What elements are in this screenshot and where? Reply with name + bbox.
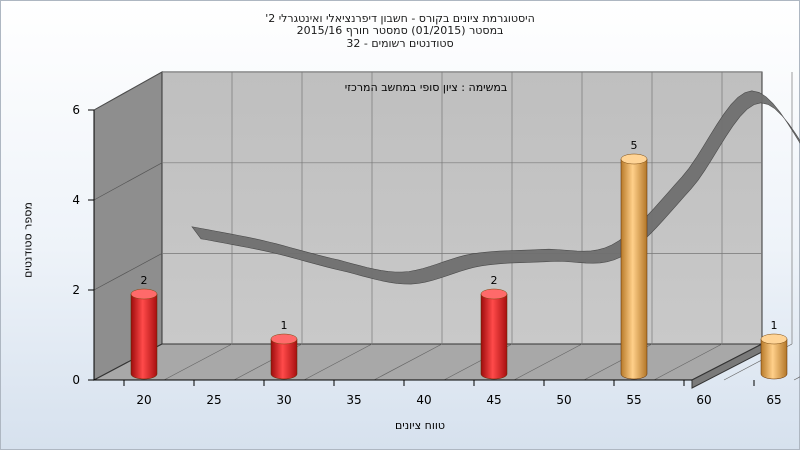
gridline-floor: [653, 343, 723, 381]
gridline-floor: [373, 343, 443, 381]
axes-group: 024620253035404550556065707580859095: [72, 103, 781, 407]
x-tick-label: 30: [276, 393, 291, 407]
x-tick-label: 50: [556, 393, 571, 407]
bar-top: [130, 288, 158, 300]
x-tick-label: 25: [206, 393, 221, 407]
trend-ribbon-gray: [191, 90, 800, 285]
x-tick-label: 35: [346, 393, 361, 407]
y-tick-label: 6: [72, 103, 80, 117]
bar-body: [270, 338, 298, 380]
bar-value-label: 1: [771, 319, 778, 332]
bars-group: 2125153511: [130, 139, 788, 380]
chart-title: היסטוגרמת ציונים בקורס - חשבון דיפרנציאל…: [265, 12, 535, 25]
bar-value-label: 2: [491, 274, 498, 287]
x-tick-label: 65: [766, 393, 781, 407]
y-tick-label: 4: [72, 193, 80, 207]
gridline-left: [93, 71, 163, 111]
y-tick-label: 0: [72, 373, 80, 387]
bar-value-label: 1: [281, 319, 288, 332]
gridline-floor: [303, 343, 373, 381]
bar-55: 5: [620, 139, 648, 380]
bar-value-label: 2: [141, 274, 148, 287]
x-tick-label: 20: [136, 393, 151, 407]
bar-45: 2: [480, 274, 508, 380]
x-tick-label: 55: [626, 393, 641, 407]
x-axis-label: טווח ציונים: [395, 419, 445, 432]
gridline-floor: [793, 376, 800, 381]
bar-top: [270, 333, 298, 345]
bar-30: 1: [270, 319, 298, 380]
bar-body: [620, 158, 648, 380]
y-tick-label: 2: [72, 283, 80, 297]
chart-subtitle-registered: סטודנטים רשומים - 32: [346, 37, 454, 50]
bar-body: [130, 293, 158, 380]
bar-top: [620, 153, 648, 165]
gridline-left: [93, 162, 163, 201]
x-tick-label: 40: [416, 393, 431, 407]
gridline-left: [93, 253, 163, 291]
floor: [93, 343, 763, 381]
gridlines: [93, 71, 800, 381]
gridline-floor: [513, 343, 583, 381]
trend-ribbon: [191, 90, 800, 285]
x-tick-label: 60: [696, 393, 711, 407]
bar-top: [760, 333, 788, 345]
chart-subtitle-semester: במסטר (01/2015) סמסטר חורף 2015/16: [296, 24, 504, 37]
x-tick-label: 45: [486, 393, 501, 407]
y-axis-label: מספר סטודנטים: [21, 202, 35, 278]
bar-65: 1: [760, 319, 788, 380]
bar-value-label: 5: [631, 139, 638, 152]
bar-top: [480, 288, 508, 300]
bar-body: [760, 338, 788, 380]
bar-20: 2: [130, 274, 158, 380]
bar-body: [480, 293, 508, 380]
chart-annotation: במשימה : ציון סופי במחשב המרכזי: [345, 81, 508, 94]
gridline-floor: [163, 343, 233, 381]
